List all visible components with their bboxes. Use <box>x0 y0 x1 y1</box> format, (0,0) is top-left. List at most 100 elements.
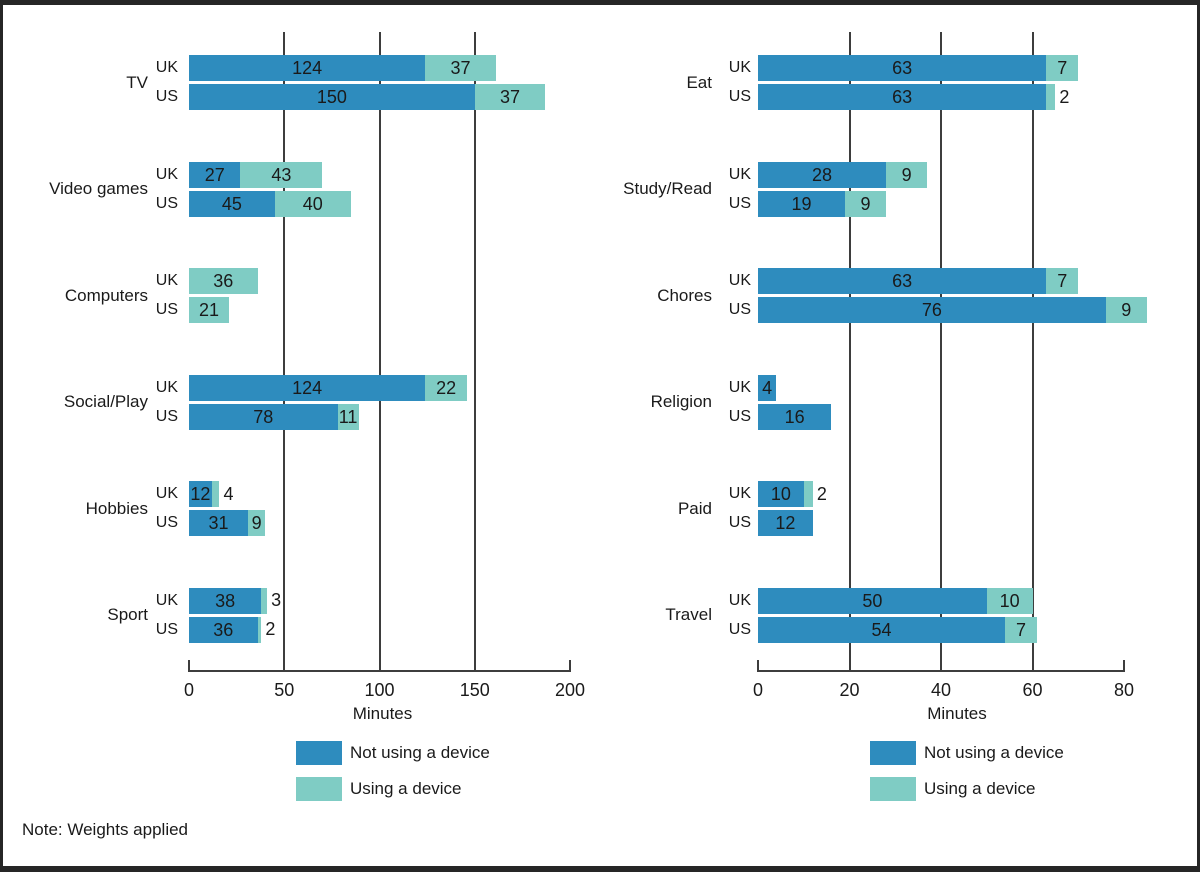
note-text: Note: Weights applied <box>22 820 189 839</box>
x-axis-tick <box>378 660 381 672</box>
x-tick-label: 50 <box>274 680 295 700</box>
country-label: UK <box>155 59 178 76</box>
country-label: US <box>155 620 178 638</box>
x-axis-tick <box>1031 660 1034 672</box>
bar-segment-device: 36 <box>189 268 258 294</box>
legend-swatch-device <box>296 777 342 801</box>
x-axis-title: Minutes <box>352 704 413 723</box>
bar-value-label: 12 <box>190 484 211 504</box>
country-label: US <box>155 407 178 425</box>
bar-segment-device <box>211 481 220 507</box>
bar-segment-not-device: 27 <box>189 161 241 188</box>
category-label: Computers <box>64 285 148 305</box>
bar-segment-not-device: 78 <box>189 403 338 430</box>
category-label: Sport <box>107 605 148 624</box>
x-axis-tick <box>940 660 942 672</box>
bar-segment-not-device: 124 <box>189 374 426 401</box>
bar-segment-device: 9 <box>886 161 928 188</box>
bar-segment-device <box>257 616 262 643</box>
country-label: UK <box>728 591 751 609</box>
category-label: Religion <box>650 392 712 411</box>
bar-segment-not-device: 16 <box>758 403 832 430</box>
bar-value-label: 37 <box>450 58 471 78</box>
x-axis-title: Minutes <box>927 704 987 723</box>
bar-value-label: 43 <box>271 164 292 185</box>
bar-segment-not-device: 38 <box>189 587 262 614</box>
country-label: UK <box>155 591 178 609</box>
country-label: US <box>728 514 751 531</box>
bar-value-label: 31 <box>208 513 229 533</box>
bar-segment-not-device: 150 <box>189 84 475 110</box>
bar-value-label: 4 <box>223 483 234 504</box>
bar-value-label: 9 <box>860 193 871 214</box>
x-axis-tick <box>1123 660 1125 672</box>
x-axis-tick <box>473 660 476 672</box>
bar-segment-device: 43 <box>240 161 323 188</box>
bar-segment-not-device: 63 <box>758 84 1047 110</box>
figure-border-left <box>0 0 3 872</box>
figure-border-right <box>1197 0 1200 872</box>
category-label: Social/Play <box>63 392 148 411</box>
bar-value-label: 50 <box>862 590 883 611</box>
category-label: Eat <box>686 72 712 92</box>
bar-value-label: 3 <box>271 590 282 610</box>
legend-swatch-not_device <box>870 741 916 765</box>
bar-segment-device: 7 <box>1046 55 1079 81</box>
bar-segment-not-device: 124 <box>189 55 426 81</box>
bar-segment-device: 40 <box>274 190 351 217</box>
bar-value-label: 76 <box>921 300 942 320</box>
x-tick-label: 20 <box>839 680 860 700</box>
country-label: UK <box>155 272 178 289</box>
bar-segment-device <box>1046 84 1056 110</box>
bar-segment-not-device: 31 <box>189 510 249 536</box>
bar-segment-device: 37 <box>425 55 496 81</box>
legend-swatch-not_device <box>296 741 342 765</box>
x-axis-tick <box>283 660 286 672</box>
category-label: Hobbies <box>85 498 148 518</box>
bar-value-label: 16 <box>784 406 805 427</box>
x-tick-label: 150 <box>459 680 490 700</box>
x-tick-label: 0 <box>183 680 195 700</box>
x-tick-label: 80 <box>1113 680 1135 700</box>
bar-segment-device: 10 <box>986 587 1033 614</box>
category-label: Paid <box>677 498 712 518</box>
figure-border-bottom <box>0 866 1200 872</box>
bar-segment-not-device: 19 <box>758 190 845 217</box>
legend-swatch-device <box>870 777 916 801</box>
bar-value-label: 37 <box>499 87 520 107</box>
bar-segment-device: 9 <box>844 190 887 217</box>
bar-value-label: 7 <box>1057 58 1068 78</box>
bar-value-label: 7 <box>1016 619 1027 640</box>
bar-segment-device <box>803 481 813 507</box>
x-axis-tick <box>569 660 571 672</box>
bar-value-label: 63 <box>892 87 913 107</box>
bar-value-label: 12 <box>775 513 796 533</box>
bar-value-label: 9 <box>901 164 912 185</box>
bar-segment-device: 11 <box>337 403 359 430</box>
bar-segment-not-device: 12 <box>758 510 813 536</box>
bar-value-label: 7 <box>1057 271 1068 291</box>
gridline <box>940 32 942 672</box>
bar-value-label: 10 <box>999 590 1020 611</box>
bar-value-label: 4 <box>762 377 773 398</box>
bar-segment-not-device: 76 <box>758 297 1106 323</box>
bar-segment-not-device: 45 <box>189 190 275 217</box>
bar-segment-device: 21 <box>189 297 229 323</box>
bar-value-label: 45 <box>221 193 242 214</box>
country-label: UK <box>728 485 751 502</box>
bar-segment-not-device: 36 <box>189 616 258 643</box>
category-label: Video games <box>49 179 148 198</box>
country-label: US <box>728 88 751 105</box>
country-label: UK <box>728 378 751 396</box>
bar-value-label: 28 <box>812 164 833 185</box>
gridline <box>473 32 476 672</box>
x-tick-label: 40 <box>930 680 952 700</box>
bar-value-label: 124 <box>292 58 323 78</box>
country-label: US <box>728 407 751 425</box>
country-label: US <box>155 194 178 212</box>
bar-value-label: 21 <box>198 300 220 320</box>
country-label: US <box>155 514 178 531</box>
figure-border-top <box>0 0 1200 5</box>
gridline <box>1031 32 1034 672</box>
bar-segment-device: 9 <box>1105 297 1147 323</box>
